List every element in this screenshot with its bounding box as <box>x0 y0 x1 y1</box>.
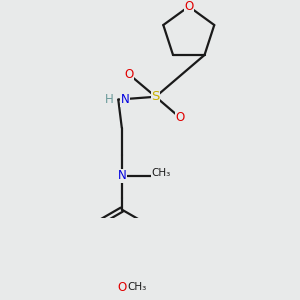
Text: H: H <box>105 93 113 106</box>
Text: O: O <box>124 68 134 81</box>
Text: N: N <box>121 93 130 106</box>
Text: S: S <box>152 90 160 103</box>
Text: O: O <box>176 111 185 124</box>
Text: O: O <box>117 280 126 294</box>
Text: CH₃: CH₃ <box>128 282 147 292</box>
Text: N: N <box>117 169 126 182</box>
Text: O: O <box>184 0 194 13</box>
Text: CH₃: CH₃ <box>152 168 171 178</box>
